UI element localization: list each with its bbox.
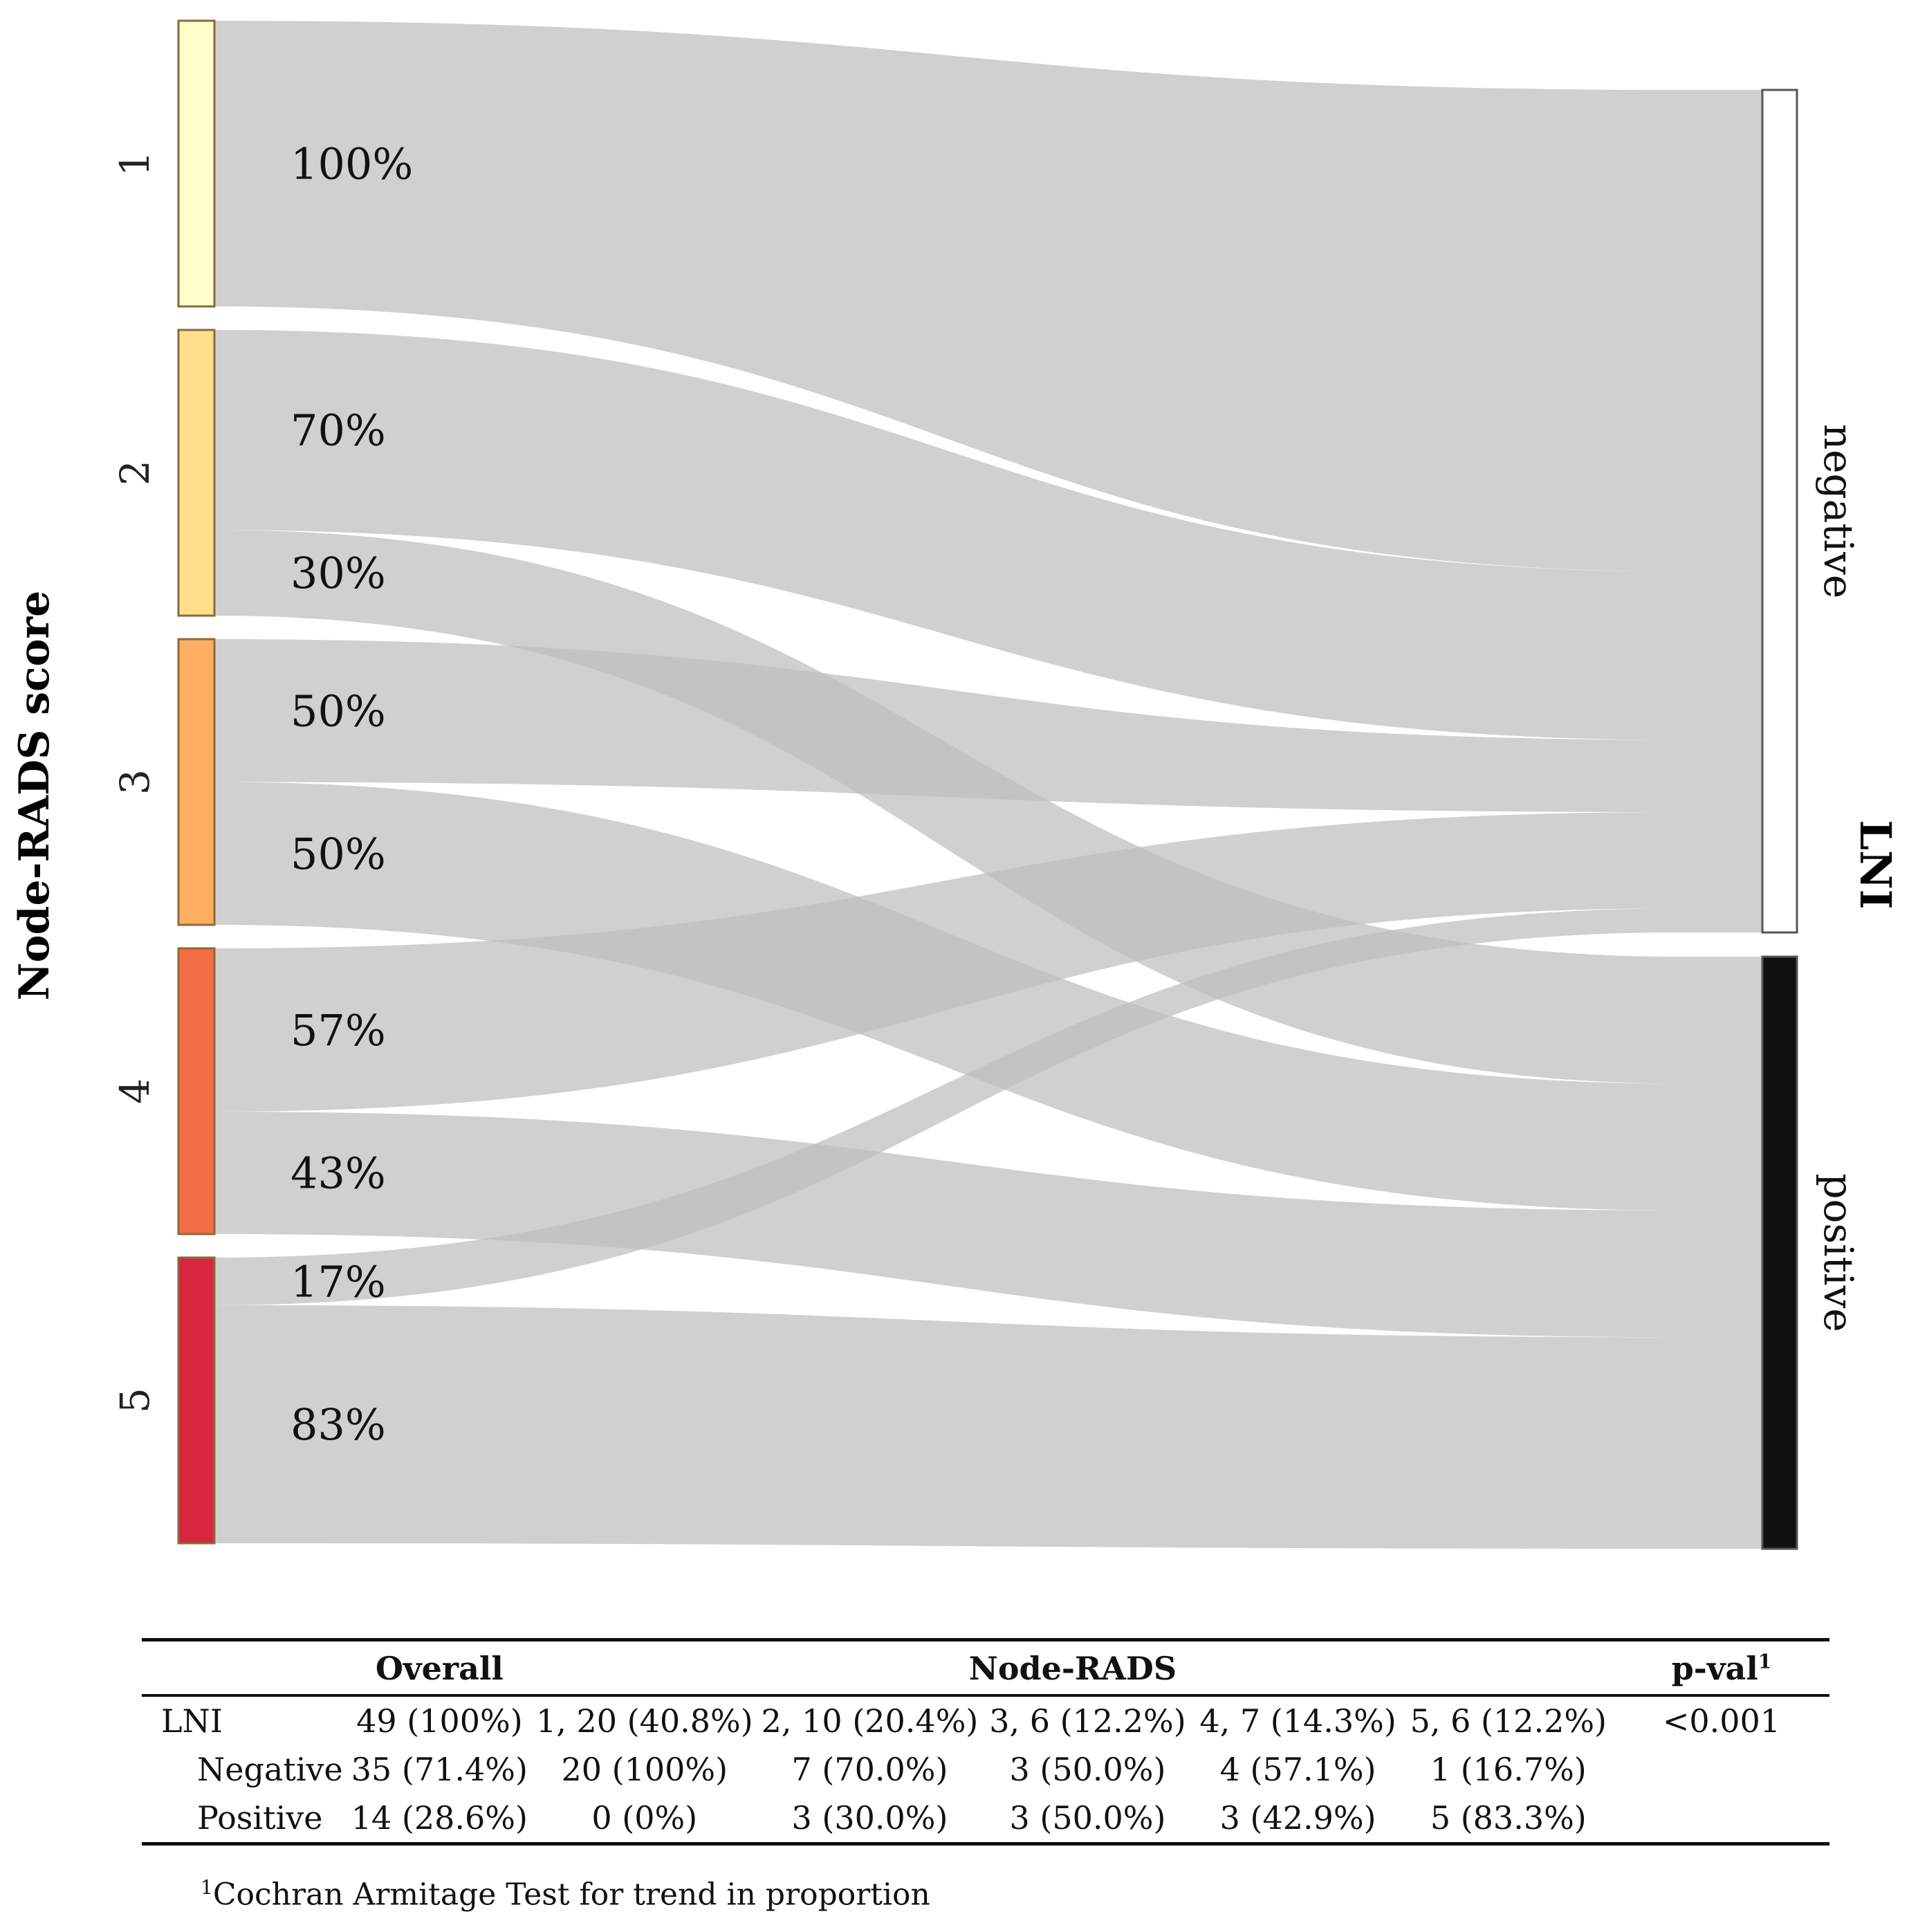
source-node-5 bbox=[177, 1256, 216, 1545]
sankey-chart: 100% 70% 30% 50% 50% 57% 43% 17% 83% 1 2 3 4 5 negativ… bbox=[10, 19, 1901, 1550]
table-cell-c5: 5, 6 (12.2%) bbox=[1410, 1702, 1607, 1740]
flow-link-1-negative bbox=[214, 21, 1771, 571]
target-node-label: negative bbox=[1815, 424, 1862, 598]
target-node-negative bbox=[1761, 89, 1798, 934]
flow-percent-label: 17% bbox=[290, 1256, 386, 1307]
source-node-1 bbox=[177, 19, 216, 308]
table-cell-c4: 4, 7 (14.3%) bbox=[1199, 1702, 1396, 1740]
flow-percent-label: 57% bbox=[290, 1005, 386, 1056]
flow-percent-label: 83% bbox=[290, 1399, 386, 1450]
table-cell-pval bbox=[1614, 1745, 1829, 1794]
source-node-label: 4 bbox=[111, 1078, 158, 1104]
footnote-text: Cochran Armitage Test for trend in propo… bbox=[212, 1877, 930, 1913]
table-cell-c4: 4 (57.1%) bbox=[1219, 1751, 1376, 1788]
target-node-positive bbox=[1761, 955, 1798, 1550]
target-node-label: positive bbox=[1815, 1173, 1862, 1332]
flow-percent-label: 50% bbox=[290, 686, 386, 736]
source-node-4 bbox=[177, 947, 216, 1235]
target-title: LNI bbox=[1850, 820, 1901, 909]
table-cell-c2: 7 (70.0%) bbox=[791, 1751, 948, 1788]
flow-links bbox=[214, 21, 1771, 1549]
table-cell-overall: 49 (100%) bbox=[356, 1702, 523, 1740]
table-cell-c3: 3, 6 (12.2%) bbox=[989, 1702, 1186, 1740]
table-row: LNI 49 (100%) 1, 20 (40.8%) 2, 10 (20.4%) 3,… bbox=[142, 1695, 1829, 1745]
source-node-3 bbox=[177, 638, 216, 926]
source-node-label: 1 bbox=[111, 151, 158, 176]
table-cell-pval bbox=[1613, 1794, 1829, 1846]
table-cell-c5: 1 (16.7%) bbox=[1430, 1751, 1587, 1788]
labels: 100% 70% 30% 50% 50% 57% 43% 17% 83% 1 2 3 4 5 negativ… bbox=[111, 139, 1862, 1450]
header-overall: Overall bbox=[347, 1638, 532, 1697]
y-axis-title: Node-RADS score bbox=[10, 591, 59, 1001]
header-pval: p-val1 bbox=[1613, 1638, 1829, 1697]
summary-table-container: Overall Node-RADS p-val1 LNI 49 (100%) 1, … bbox=[142, 1638, 1829, 1846]
flow-link-2-negative bbox=[214, 330, 1771, 740]
row-label: LNI bbox=[161, 1702, 223, 1740]
table-cell-c1: 20 (100%) bbox=[561, 1751, 728, 1788]
source-node-2 bbox=[177, 329, 216, 617]
table-cell-c4: 3 (42.9%) bbox=[1192, 1794, 1403, 1846]
table-cell-overall: 35 (71.4%) bbox=[351, 1751, 528, 1788]
footnote-marker: 1 bbox=[201, 1876, 213, 1899]
table-cell-pval: <0.001 bbox=[1662, 1702, 1781, 1740]
table-cell-c1: 1, 20 (40.8%) bbox=[535, 1702, 753, 1740]
table-body: LNI 49 (100%) 1, 20 (40.8%) 2, 10 (20.4%) 3,… bbox=[142, 1695, 1829, 1846]
table-row: Positive 14 (28.6%) 0 (0%) 3 (30.0%) 3 (50.0… bbox=[142, 1794, 1829, 1846]
table-cell-c5: 5 (83.3%) bbox=[1403, 1794, 1614, 1846]
table-cell-c3: 3 (50.0%) bbox=[1009, 1751, 1166, 1788]
flow-link-5-negative bbox=[214, 908, 1771, 1305]
table-cell-c2: 3 (30.0%) bbox=[757, 1794, 983, 1846]
nodes bbox=[177, 19, 1798, 1550]
row-label: Positive bbox=[142, 1794, 347, 1846]
flow-percent-label: 30% bbox=[290, 548, 386, 598]
flow-percent-label: 50% bbox=[290, 829, 386, 879]
row-label: Negative bbox=[197, 1751, 343, 1788]
flow-link-3-negative bbox=[214, 639, 1771, 812]
footnote: 1Cochran Armitage Test for trend in prop… bbox=[201, 1876, 930, 1913]
summary-table: Overall Node-RADS p-val1 LNI 49 (100%) 1, … bbox=[142, 1638, 1829, 1846]
flow-percent-label: 100% bbox=[290, 139, 413, 190]
flow-percent-label: 70% bbox=[290, 405, 386, 456]
source-node-label: 3 bbox=[111, 769, 158, 795]
table-cell-c2: 2, 10 (20.4%) bbox=[761, 1702, 979, 1740]
header-node-rads: Node-RADS bbox=[531, 1638, 1614, 1697]
table-cell-c1: 0 (0%) bbox=[531, 1794, 757, 1846]
table-header-row: Overall Node-RADS p-val1 bbox=[142, 1638, 1829, 1697]
table-cell-overall: 14 (28.6%) bbox=[347, 1794, 532, 1846]
flow-percent-label: 43% bbox=[290, 1148, 386, 1199]
flow-link-5-positive bbox=[214, 1305, 1771, 1549]
table-cell-c3: 3 (50.0%) bbox=[982, 1794, 1193, 1846]
flow-link-4-positive bbox=[214, 1112, 1771, 1338]
flow-link-4-negative bbox=[214, 812, 1771, 1112]
source-node-label: 5 bbox=[111, 1388, 158, 1413]
header-empty bbox=[142, 1638, 347, 1697]
table-row: Negative 35 (71.4%) 20 (100%) 7 (70.0%) 3 (5… bbox=[142, 1745, 1829, 1794]
source-node-label: 2 bbox=[111, 460, 158, 486]
